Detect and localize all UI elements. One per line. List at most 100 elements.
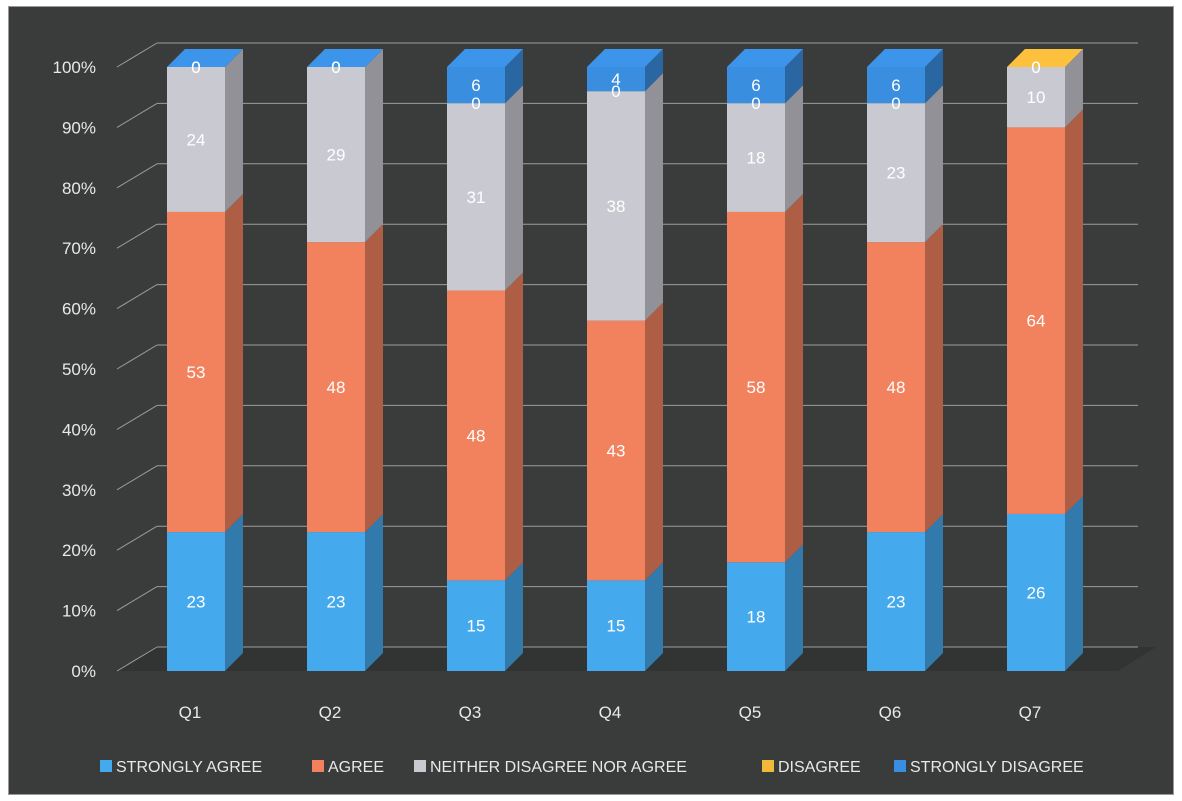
bar-segment-side	[505, 562, 523, 671]
bar-segment-side	[505, 49, 523, 104]
data-label: 10	[1027, 88, 1046, 107]
bar-segment-side	[645, 49, 663, 92]
data-label: 0	[751, 94, 760, 113]
bar-segment-side	[785, 85, 803, 212]
data-label: 24	[187, 130, 206, 149]
data-label: 0	[1031, 58, 1040, 77]
bar-segment-side	[645, 73, 663, 321]
bar-segment	[307, 67, 365, 243]
bar-segment	[727, 67, 785, 104]
bar-segment	[727, 562, 785, 671]
bar-segment	[1007, 127, 1065, 514]
bar-segment	[447, 67, 505, 104]
x-category-label: Q4	[599, 703, 622, 722]
bar-top-cap	[727, 49, 803, 67]
data-label: 53	[187, 363, 206, 382]
y-tick-label: 0%	[71, 662, 96, 681]
y-tick-label: 60%	[62, 300, 96, 319]
bar-segment	[167, 211, 225, 533]
y-tick-label: 90%	[62, 118, 96, 137]
data-label: 0	[331, 58, 340, 77]
data-label: 23	[187, 593, 206, 612]
gridline-diagonal	[116, 465, 158, 491]
legend-label: STRONGLY DISAGREE	[910, 759, 1084, 776]
legend-swatch	[894, 760, 906, 772]
legend-swatch	[414, 760, 426, 772]
bar-segment	[587, 67, 645, 92]
data-label: 58	[747, 378, 766, 397]
bar-segment	[727, 211, 785, 563]
bar-segment-side	[785, 544, 803, 671]
legend-swatch	[100, 760, 112, 772]
bar-segment-side	[1065, 49, 1083, 128]
bar-segment-side	[505, 85, 523, 291]
bar-segment-side	[645, 302, 663, 581]
gridline-diagonal	[116, 646, 158, 672]
bar-top-cap	[1007, 49, 1083, 67]
gridline-diagonal	[116, 163, 158, 189]
x-category-label: Q1	[179, 703, 202, 722]
data-label: 0	[611, 82, 620, 101]
bar-segment	[867, 242, 925, 533]
gridline-diagonal	[116, 42, 158, 68]
y-tick-label: 10%	[62, 602, 96, 621]
bar-segment-side	[1065, 495, 1083, 671]
bar-segment-side	[785, 193, 803, 563]
x-category-label: Q3	[459, 703, 482, 722]
bar-segment	[447, 290, 505, 581]
bar-segment	[167, 532, 225, 671]
data-label: 0	[191, 58, 200, 77]
bar-segment-side	[645, 562, 663, 671]
y-tick-label: 70%	[62, 239, 96, 258]
data-label: 23	[887, 164, 906, 183]
y-tick-label: 80%	[62, 179, 96, 198]
legend-label: DISAGREE	[778, 759, 861, 776]
x-category-label: Q2	[319, 703, 342, 722]
bar-segment-side	[925, 224, 943, 533]
data-label: 64	[1027, 312, 1046, 331]
bar-segment	[447, 103, 505, 291]
bar-segment	[1007, 513, 1065, 671]
bar-segment-side	[925, 49, 943, 104]
y-tick-label: 20%	[62, 541, 96, 560]
legend-label: STRONGLY AGREE	[116, 759, 262, 776]
data-label: 26	[1027, 583, 1046, 602]
legend-swatch	[762, 760, 774, 772]
bar-segment-side	[225, 49, 243, 212]
data-label: 6	[471, 76, 480, 95]
gridline-diagonal	[116, 284, 158, 310]
x-category-label: Q5	[739, 703, 762, 722]
bar-segment-side	[925, 85, 943, 243]
y-tick-label: 50%	[62, 360, 96, 379]
bar-segment	[1007, 67, 1065, 128]
gridline-diagonal	[116, 525, 158, 551]
y-tick-label: 30%	[62, 481, 96, 500]
data-label: 18	[747, 149, 766, 168]
legend-label: NEITHER DISAGREE NOR AGREE	[430, 759, 687, 776]
data-label: 18	[747, 608, 766, 627]
data-label: 29	[327, 146, 346, 165]
data-label: 48	[887, 378, 906, 397]
bar-segment	[447, 580, 505, 671]
bar-segment	[867, 67, 925, 104]
bar-segment	[587, 320, 645, 581]
legend-swatch	[312, 760, 324, 772]
bar-top-cap	[307, 49, 383, 67]
bar-segment	[307, 532, 365, 671]
bar-segment-side	[505, 272, 523, 581]
bar-top-cap	[167, 49, 243, 67]
data-label: 0	[471, 94, 480, 113]
data-label: 4	[611, 70, 620, 89]
data-label: 15	[467, 617, 486, 636]
data-label: 0	[191, 58, 200, 77]
bar-segment	[867, 103, 925, 243]
bar-top-cap	[867, 49, 943, 67]
data-label: 48	[467, 426, 486, 445]
data-label: 6	[891, 76, 900, 95]
y-tick-label: 100%	[53, 58, 96, 77]
data-label: 0	[1031, 58, 1040, 77]
bar-segment-side	[785, 49, 803, 104]
bar-segment	[307, 242, 365, 533]
bar-segment	[867, 532, 925, 671]
